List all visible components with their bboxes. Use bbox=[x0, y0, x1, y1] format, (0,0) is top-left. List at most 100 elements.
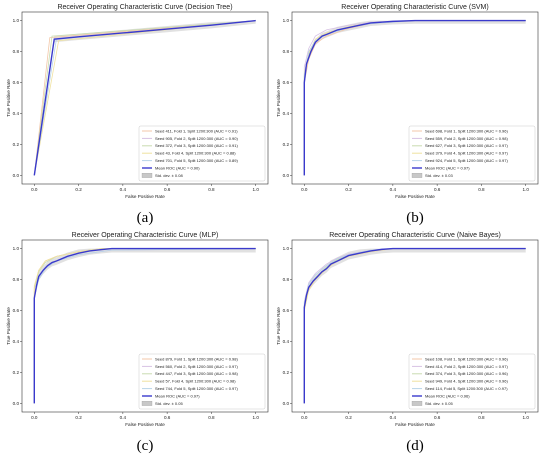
y-tick-label: 0.6 bbox=[13, 308, 20, 313]
legend-entry: Seed 379, Fold 4, Split 1200:300 (AUC = … bbox=[425, 151, 508, 156]
std-band bbox=[34, 248, 256, 404]
chart-title: Receiver Operating Characteristic Curve … bbox=[72, 232, 219, 239]
x-tick-label: 0.8 bbox=[208, 187, 215, 192]
mean-roc-line bbox=[303, 19, 526, 176]
legend-entry: Seed 924, Fold 5, Split 1200:300 (AUC = … bbox=[425, 158, 508, 163]
x-tick-label: 0.4 bbox=[120, 415, 127, 420]
legend-entry: Seed 701, Fold 5, Split 1200:300 (AUC = … bbox=[155, 158, 238, 163]
legend-entry: Seed 374, Fold 3, Split 1200:300 (AUC = … bbox=[425, 371, 508, 376]
legend-entry: Seed 447, Fold 3, Split 1200:300 (AUC = … bbox=[155, 371, 238, 376]
x-tick-label: 0.0 bbox=[31, 187, 38, 192]
y-tick-label: 0.2 bbox=[13, 370, 20, 375]
x-tick-label: 0.6 bbox=[164, 187, 171, 192]
chart-title: Receiver Operating Characteristic Curve … bbox=[57, 4, 232, 11]
x-tick-label: 0.6 bbox=[164, 415, 171, 420]
y-tick-label: 0.8 bbox=[13, 49, 20, 54]
x-tick-label: 0.2 bbox=[75, 415, 82, 420]
y-tick-label: 1.0 bbox=[13, 246, 20, 251]
legend-entry: Std. dev. ± 0.08 bbox=[155, 173, 183, 178]
y-tick-label: 0.0 bbox=[13, 401, 20, 406]
y-tick-label: 0.6 bbox=[13, 80, 20, 85]
fold-curve-4 bbox=[33, 248, 256, 404]
legend-entry: Seed 560, Fold 2, Split 1200:300 (AUC = … bbox=[155, 364, 238, 369]
fold-curve-3 bbox=[33, 20, 256, 176]
y-axis-label: True Positive Rate bbox=[276, 79, 281, 117]
mean-roc-line bbox=[33, 247, 256, 404]
panel-caption: (c) bbox=[137, 438, 154, 454]
legend-entry: Std. dev. ± 0.03 bbox=[425, 173, 453, 178]
x-tick-label: 0.4 bbox=[120, 187, 127, 192]
x-axis-label: False Positive Rate bbox=[395, 422, 435, 427]
y-tick-label: 0.4 bbox=[13, 111, 20, 116]
panel-caption: (d) bbox=[406, 438, 424, 454]
chart-title: Receiver Operating Characteristic Curve … bbox=[341, 4, 488, 11]
y-tick-label: 0.2 bbox=[283, 142, 290, 147]
legend-swatch bbox=[141, 401, 153, 406]
y-tick-label: 0.2 bbox=[283, 370, 290, 375]
legend-entry: Std. dev. ± 0.05 bbox=[425, 401, 453, 406]
fold-curve-1 bbox=[33, 20, 256, 176]
legend-entry: Seed 57, Fold 4, Split 1200:300 (AUC = 0… bbox=[155, 379, 236, 384]
y-tick-label: 0.6 bbox=[283, 80, 290, 85]
x-tick-label: 0.0 bbox=[301, 415, 308, 420]
x-tick-label: 0.4 bbox=[390, 415, 397, 420]
legend-entry: Std. dev. ± 0.05 bbox=[155, 401, 183, 406]
y-tick-label: 0.8 bbox=[13, 277, 20, 282]
x-tick-label: 0.6 bbox=[434, 415, 441, 420]
legend-swatch bbox=[141, 173, 153, 178]
y-tick-label: 0.6 bbox=[283, 308, 290, 313]
legend-entry: Seed 411, Fold 1, Split 1200:300 (AUC = … bbox=[155, 128, 238, 133]
legend-entry: Seed 879, Fold 1, Split 1200:300 (AUC = … bbox=[155, 356, 238, 361]
legend-swatch bbox=[411, 401, 423, 406]
x-tick-label: 1.0 bbox=[253, 187, 260, 192]
legend-swatch bbox=[411, 173, 423, 178]
x-axis-label: False Positive Rate bbox=[125, 422, 165, 427]
roc-panel-1: Receiver Operating Characteristic Curve … bbox=[6, 4, 269, 226]
y-tick-label: 0.8 bbox=[283, 277, 290, 282]
x-tick-label: 1.0 bbox=[523, 415, 530, 420]
legend-entry: Seed 114, Fold 5, Split 1200:300 (AUC = … bbox=[425, 386, 508, 391]
legend-entry: Seed 108, Fold 1, Split 1200:300 (AUC = … bbox=[425, 356, 508, 361]
x-tick-label: 0.4 bbox=[390, 187, 397, 192]
mean-roc-line bbox=[33, 19, 256, 176]
x-axis-label: False Positive Rate bbox=[395, 194, 435, 199]
roc-panel-2: Receiver Operating Characteristic Curve … bbox=[276, 4, 539, 226]
panel-caption: (a) bbox=[137, 210, 154, 226]
legend-box bbox=[138, 125, 266, 182]
y-tick-label: 1.0 bbox=[283, 18, 290, 23]
y-tick-label: 1.0 bbox=[283, 246, 290, 251]
y-tick-label: 0.2 bbox=[13, 142, 20, 147]
panel-caption: (b) bbox=[406, 210, 424, 226]
x-tick-label: 0.2 bbox=[75, 187, 82, 192]
legend-entry: Seed 43, Fold 4, Split 1200:300 (AUC = 0… bbox=[155, 151, 236, 156]
x-tick-label: 0.8 bbox=[478, 415, 485, 420]
y-tick-label: 0.4 bbox=[283, 339, 290, 344]
legend-box bbox=[408, 353, 536, 410]
x-tick-label: 0.0 bbox=[31, 415, 38, 420]
legend-entry: Mean ROC (AUC = 0.96) bbox=[425, 393, 470, 398]
x-axis-label: False Positive Rate bbox=[125, 194, 165, 199]
x-tick-label: 0.2 bbox=[345, 187, 352, 192]
x-tick-label: 0.8 bbox=[478, 187, 485, 192]
legend-entry: Mean ROC (AUC = 0.97) bbox=[425, 165, 470, 170]
y-axis-label: True Positive Rate bbox=[6, 307, 11, 345]
y-tick-label: 1.0 bbox=[13, 18, 20, 23]
x-tick-label: 0.2 bbox=[345, 415, 352, 420]
legend-entry: Mean ROC (AUC = 0.97) bbox=[155, 393, 200, 398]
legend-entry: Seed 698, Fold 1, Split 1200:300 (AUC = … bbox=[425, 128, 508, 133]
x-tick-label: 1.0 bbox=[253, 415, 260, 420]
legend-box bbox=[408, 125, 536, 182]
y-tick-label: 0.4 bbox=[283, 111, 290, 116]
legend-entry: Seed 559, Fold 2, Split 1200:300 (AUC = … bbox=[425, 136, 508, 141]
legend-entry: Seed 744, Fold 5, Split 1200:300 (AUC = … bbox=[155, 386, 238, 391]
y-axis-label: True Positive Rate bbox=[276, 307, 281, 345]
y-tick-label: 0.0 bbox=[13, 173, 20, 178]
mean-roc-line bbox=[303, 247, 526, 404]
x-tick-label: 0.6 bbox=[434, 187, 441, 192]
legend-box bbox=[138, 353, 266, 410]
fold-curve-4 bbox=[303, 248, 526, 404]
y-tick-label: 0.0 bbox=[283, 401, 290, 406]
legend-entry: Seed 627, Fold 3, Split 1200:300 (AUC = … bbox=[425, 143, 508, 148]
legend-entry: Seed 905, Fold 2, Split 1200:300 (AUC = … bbox=[155, 136, 238, 141]
